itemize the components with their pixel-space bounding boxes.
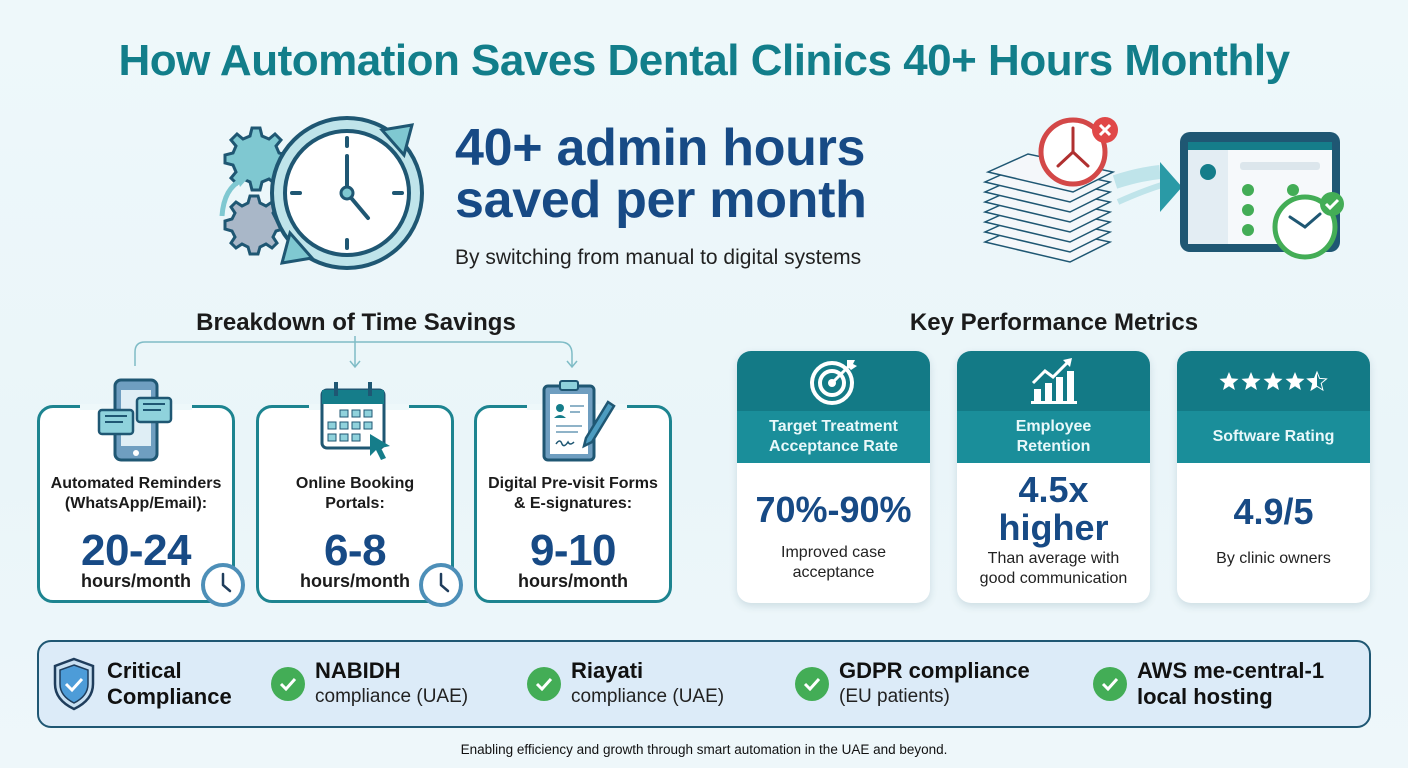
metric-card-retention: Employee Retention 4.5x higher Than avera… bbox=[957, 351, 1150, 603]
metric-label: Employee Retention bbox=[957, 411, 1150, 463]
clipboard-signature-icon bbox=[542, 380, 616, 462]
breakdown-unit: hours/month bbox=[518, 571, 628, 591]
breakdown-label: Digital Pre-visit Forms & E-signatures: bbox=[488, 475, 658, 512]
breakdown-card-forms: Digital Pre-visit Forms & E-signatures: … bbox=[474, 380, 672, 603]
breakdown-label: Automated Reminders (WhatsApp/Email): bbox=[50, 475, 222, 512]
clock-icon bbox=[201, 563, 245, 607]
check-icon bbox=[1093, 667, 1127, 701]
metric-description: By clinic owners bbox=[1216, 550, 1331, 567]
footer-tagline: Enabling efficiency and growth through s… bbox=[460, 742, 948, 757]
metric-value: 70%-90% bbox=[755, 489, 912, 530]
metric-description: Improved case acceptance bbox=[781, 544, 886, 581]
clock-icon bbox=[419, 563, 463, 607]
metric-description: Than average with good communication bbox=[979, 550, 1128, 587]
metric-card-acceptance: Target Treatment Acceptance Rate 70%-90% … bbox=[737, 351, 930, 603]
breakdown-value: 6-8 bbox=[323, 526, 387, 575]
compliance-heading: Critical Compliance bbox=[51, 642, 232, 726]
breakdown-unit: hours/month bbox=[81, 571, 191, 591]
paper-stack-to-digital-illustration bbox=[982, 117, 1344, 263]
compliance-item-gdpr: GDPR compliance (EU patients) bbox=[795, 642, 1030, 726]
hero-headline-line1: 40+ admin hours bbox=[455, 119, 866, 177]
calendar-click-icon bbox=[320, 382, 390, 460]
compliance-item-nabidh: NABIDH compliance (UAE) bbox=[271, 642, 468, 726]
breakdown-card-reminders: Automated Reminders (WhatsApp/Email): 20… bbox=[37, 378, 235, 603]
hero-text: 40+ admin hours saved per month By switc… bbox=[455, 122, 867, 270]
compliance-bar: Critical Compliance NABIDH compliance (UA… bbox=[37, 640, 1371, 728]
star-rating-icon bbox=[1219, 371, 1327, 391]
growth-chart-icon bbox=[1030, 358, 1077, 404]
metric-value: 4.9/5 bbox=[1233, 491, 1314, 532]
breakdown-label: Online Booking Portals: bbox=[295, 475, 415, 512]
breakdown-value: 9-10 bbox=[529, 526, 617, 575]
shield-check-icon bbox=[53, 657, 95, 711]
hero-headline-line2: saved per month bbox=[455, 171, 867, 229]
clock-cycle-gears-icon bbox=[219, 116, 424, 270]
metric-value: 4.5x bbox=[1018, 469, 1089, 510]
metrics-title: Key Performance Metrics bbox=[909, 309, 1199, 336]
check-icon bbox=[271, 667, 305, 701]
compliance-item-aws: AWS me-central-1 local hosting bbox=[1093, 642, 1324, 726]
check-icon bbox=[795, 667, 829, 701]
metric-card-rating: Software Rating 4.9/5 By clinic owners bbox=[1177, 351, 1370, 603]
metric-value-suffix: higher bbox=[998, 507, 1109, 548]
check-icon bbox=[527, 667, 561, 701]
breakdown-title: Breakdown of Time Savings bbox=[196, 309, 516, 336]
hero-subtitle: By switching from manual to digital syst… bbox=[455, 246, 862, 269]
target-icon bbox=[809, 360, 857, 405]
breakdown-unit: hours/month bbox=[300, 571, 410, 591]
phone-chat-icon bbox=[97, 378, 173, 462]
breakdown-connector-arrows bbox=[134, 336, 578, 369]
breakdown-card-booking: Online Booking Portals: 6-8 hours/month bbox=[256, 382, 454, 603]
breakdown-value: 20-24 bbox=[80, 526, 192, 575]
metric-label: Target Treatment Acceptance Rate bbox=[737, 411, 930, 463]
page-title: How Automation Saves Dental Clinics 40+ … bbox=[118, 36, 1290, 85]
metric-label: Software Rating bbox=[1177, 411, 1370, 463]
compliance-item-riayati: Riayati compliance (UAE) bbox=[527, 642, 724, 726]
